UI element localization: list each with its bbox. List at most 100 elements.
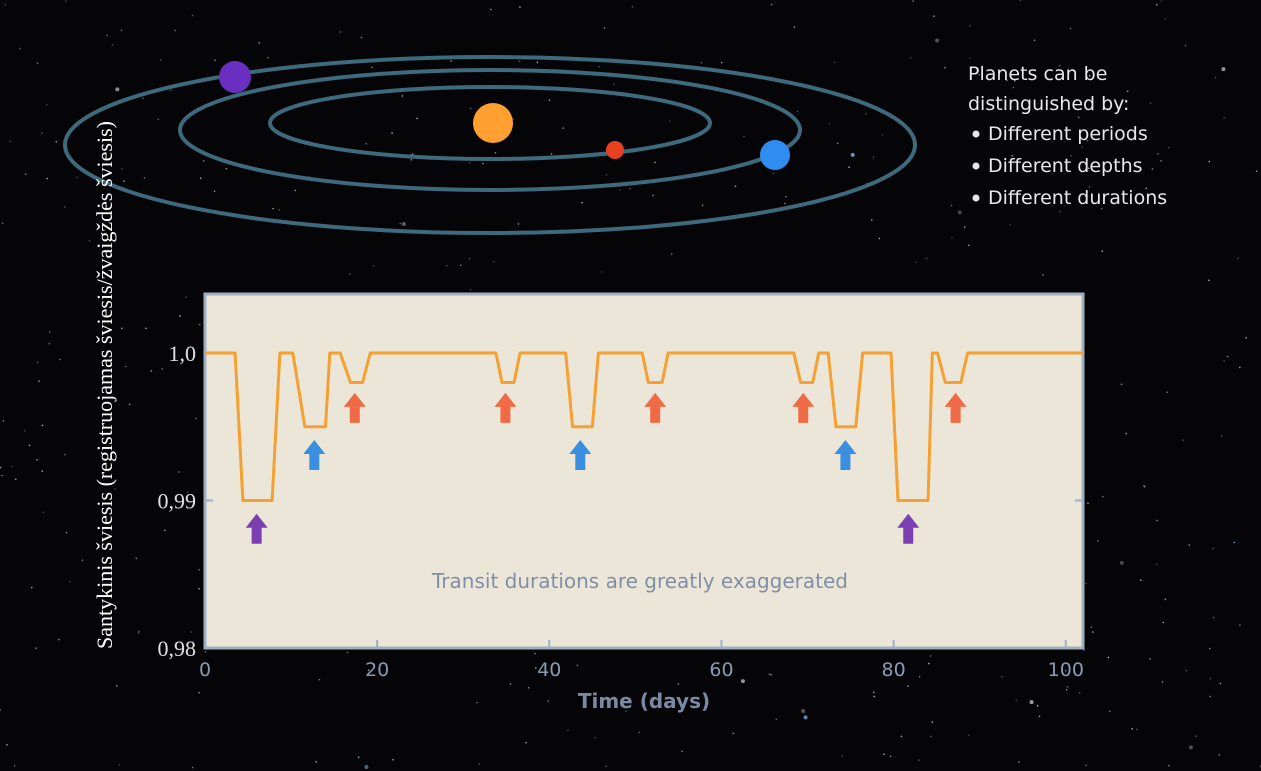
star-dot (120, 167, 123, 170)
star-dot (46, 177, 49, 180)
star-dot (294, 189, 297, 192)
star-dot (1087, 502, 1089, 505)
star-dot (179, 315, 181, 317)
star-dot (1226, 355, 1229, 358)
star-dot (1126, 90, 1129, 93)
star-dot (468, 161, 471, 164)
star-dot (1237, 257, 1239, 260)
star-dot (19, 47, 21, 50)
star-dot (1221, 67, 1226, 72)
star-dot (1101, 250, 1104, 252)
star-dot (1161, 681, 1164, 683)
transit-arrow (494, 392, 517, 423)
star-dot (48, 342, 51, 345)
star-dot (1013, 79, 1016, 82)
star-dot (365, 142, 368, 145)
planet (219, 61, 251, 93)
star-dot (700, 61, 703, 64)
star-dot (349, 273, 351, 275)
star-dot (1102, 495, 1104, 498)
star-dot (743, 135, 745, 138)
star-dot (143, 177, 146, 179)
star-dot (927, 662, 930, 665)
star-dot (870, 219, 873, 221)
star-dot (1090, 626, 1093, 628)
star-dot (401, 221, 406, 226)
info-bullet: Different periods (988, 123, 1148, 145)
star-dot (1151, 168, 1154, 170)
star-dot (191, 14, 194, 17)
star-dot (150, 370, 153, 372)
star-dot (548, 99, 551, 101)
star-dot (478, 763, 481, 766)
star-dot (562, 127, 565, 129)
star-dot (828, 122, 831, 125)
star-dot (732, 732, 735, 735)
star-dot (1168, 146, 1170, 149)
star-dot (1156, 519, 1158, 522)
star-dot (184, 296, 187, 299)
star-dot (169, 89, 172, 92)
star-dot (1209, 695, 1211, 698)
star-dot (550, 153, 553, 155)
y-tick-label: 0,98 (158, 636, 197, 661)
star-dot (213, 190, 216, 193)
y-axis-label: Santykinis šviesis (registruojamas švies… (92, 121, 117, 649)
star-dot (1145, 187, 1147, 190)
star-dot (445, 264, 448, 267)
star-dot (796, 110, 799, 113)
star-dot (1188, 544, 1191, 546)
star-dot (605, 765, 607, 768)
star-dot (900, 735, 903, 738)
star-dot (963, 226, 966, 228)
info-heading: distinguished by: (968, 93, 1129, 115)
light-curve (205, 351, 1083, 502)
star-dot (135, 557, 138, 560)
star-dot (174, 29, 177, 32)
star-dot (258, 42, 261, 44)
star-dot (1011, 154, 1014, 157)
star-dot (1160, 160, 1162, 162)
star-dot (14, 478, 17, 481)
y-tick-label: 1,0 (169, 341, 197, 366)
star-dot (1001, 675, 1003, 678)
star-dot (460, 264, 462, 267)
x-tick-label: 0 (199, 659, 211, 681)
star-dot (957, 210, 962, 215)
bullet-dot (972, 130, 980, 138)
star-dot (668, 120, 671, 123)
star-dot (64, 453, 66, 456)
star-dot (631, 6, 634, 8)
star-dot (848, 166, 850, 168)
star-dot (364, 765, 369, 770)
star-dot (1081, 145, 1083, 148)
star-dot (1109, 710, 1111, 713)
star-dot (450, 60, 452, 62)
star-dot (1164, 598, 1167, 601)
star-dot (793, 26, 796, 28)
star-dot (2, 420, 5, 422)
star-dot (178, 471, 180, 473)
star-dot (138, 630, 140, 633)
transit-arrow (569, 440, 592, 471)
star-dot (476, 701, 478, 704)
star-dot (873, 695, 876, 698)
star-dot (199, 177, 202, 179)
star-dot (1155, 3, 1158, 6)
star-dot (11, 465, 13, 468)
y-tick-label: 0,99 (158, 489, 197, 514)
star-dot (1019, 0, 1022, 2)
star-dot (803, 715, 808, 720)
star-dot (492, 260, 495, 263)
star-dot (1107, 107, 1109, 110)
star-dot (204, 650, 207, 653)
star-dot (525, 741, 527, 744)
star-dot (124, 365, 127, 368)
star-dot (392, 759, 394, 761)
star-dot (36, 361, 39, 364)
star-dot (469, 107, 472, 110)
star-dot (925, 257, 928, 260)
star-dot (598, 65, 601, 68)
star-dot (613, 83, 615, 85)
star-dot (1120, 383, 1123, 386)
